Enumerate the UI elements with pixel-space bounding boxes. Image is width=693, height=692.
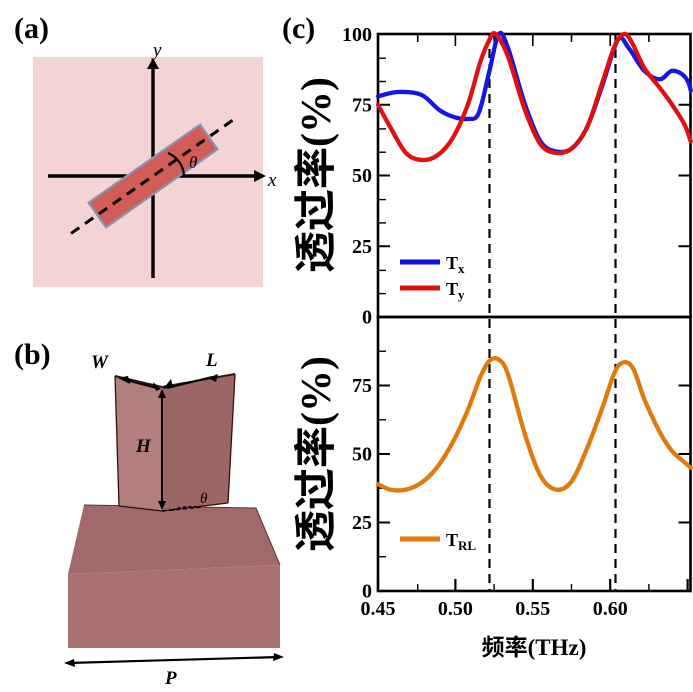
svg-text:25: 25 — [352, 236, 372, 258]
svg-text:0.45: 0.45 — [361, 598, 396, 620]
svg-text:100: 100 — [342, 24, 372, 46]
svg-text:0: 0 — [362, 307, 372, 329]
svg-text:Ty: Ty — [446, 279, 465, 302]
svg-text:Tx: Tx — [446, 253, 465, 276]
svg-text:透过率(%): 透过率(%) — [293, 356, 340, 552]
svg-text:50: 50 — [352, 444, 372, 466]
svg-text:0.50: 0.50 — [438, 598, 473, 620]
svg-text:0.60: 0.60 — [593, 598, 628, 620]
svg-text:75: 75 — [352, 95, 372, 117]
svg-text:透过率(%): 透过率(%) — [293, 77, 340, 273]
svg-text:0.55: 0.55 — [515, 598, 550, 620]
svg-text:50: 50 — [352, 165, 372, 187]
svg-text:75: 75 — [352, 375, 372, 397]
svg-text:频率(THz): 频率(THz) — [482, 635, 587, 660]
svg-text:TRL: TRL — [446, 530, 476, 553]
svg-text:25: 25 — [352, 512, 372, 534]
